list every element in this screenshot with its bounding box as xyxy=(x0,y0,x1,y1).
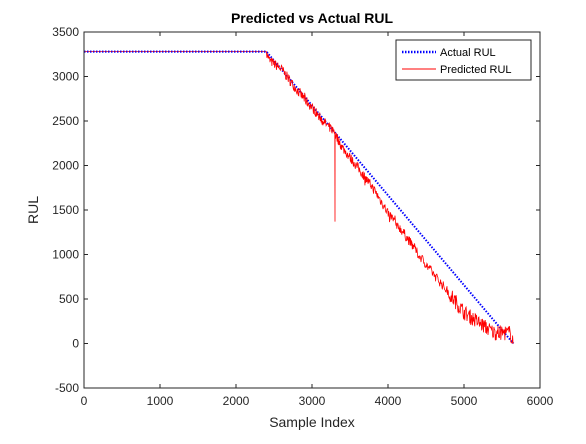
x-tick-label: 5000 xyxy=(451,394,478,408)
chart-title: Predicted vs Actual RUL xyxy=(231,10,394,26)
x-axis-label: Sample Index xyxy=(269,414,355,430)
x-tick-label: 2000 xyxy=(223,394,250,408)
legend-label-predicted-rul: Predicted RUL xyxy=(440,64,512,76)
x-tick-label: 0 xyxy=(81,394,88,408)
y-tick-label: 1000 xyxy=(52,248,79,262)
legend: Actual RUL Predicted RUL xyxy=(395,39,532,81)
y-tick-label: 500 xyxy=(59,292,79,306)
ticks-layer: 0 1000 2000 3000 4000 5000 6000-50005001000150… xyxy=(52,25,553,408)
y-tick-label: 2500 xyxy=(52,114,79,128)
x-tick-label: 1000 xyxy=(147,394,174,408)
y-tick-label: 1500 xyxy=(52,203,79,217)
x-tick-label: 4000 xyxy=(375,394,402,408)
series-layer xyxy=(84,50,515,345)
x-tick-label: 3000 xyxy=(299,394,326,408)
y-tick-label: 2000 xyxy=(52,159,79,173)
plot-area xyxy=(84,32,540,388)
series-predicted-rul xyxy=(84,51,514,344)
legend-box xyxy=(395,39,532,81)
legend-label-actual-rul: Actual RUL xyxy=(440,47,496,59)
y-axis-label: RUL xyxy=(25,196,41,224)
x-tick-label: 6000 xyxy=(527,394,554,408)
y-tick-label: -500 xyxy=(55,381,79,395)
y-tick-label: 3000 xyxy=(52,70,79,84)
y-tick-label: 0 xyxy=(72,337,79,351)
y-tick-label: 3500 xyxy=(52,25,79,39)
